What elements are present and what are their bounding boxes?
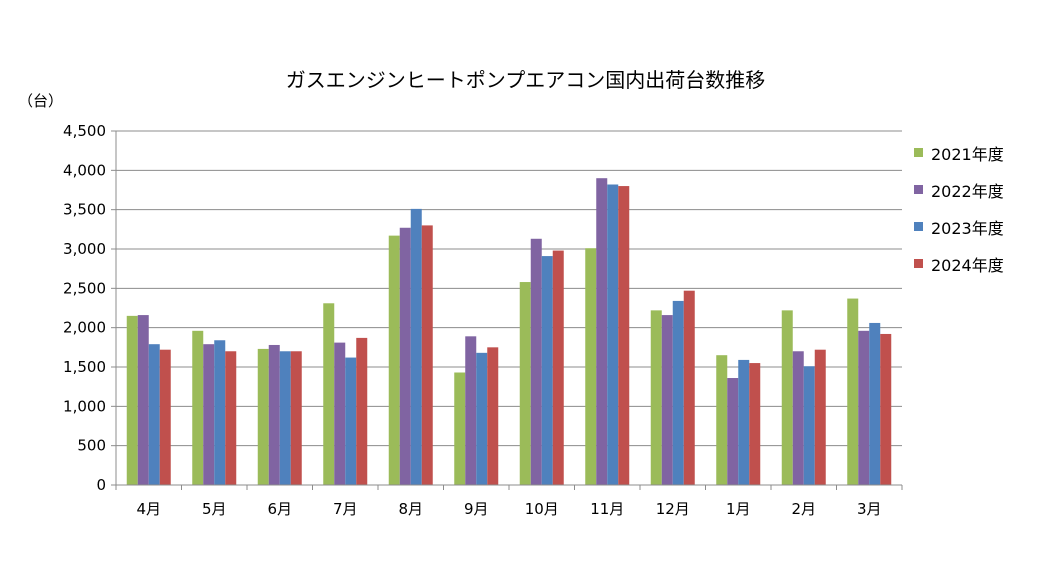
x-tick-label: 12月 bbox=[656, 500, 690, 518]
y-tick-label: 0 bbox=[96, 476, 106, 494]
bar bbox=[618, 186, 630, 486]
bar bbox=[410, 208, 422, 485]
legend-swatch bbox=[914, 148, 923, 157]
chart-title: ガスエンジンヒートポンプエアコン国内出荷台数推移 bbox=[285, 68, 766, 92]
bar bbox=[858, 330, 870, 485]
bar bbox=[814, 349, 826, 485]
bar bbox=[476, 352, 488, 485]
bar bbox=[465, 336, 477, 485]
bar bbox=[192, 330, 204, 485]
x-tick-label: 6月 bbox=[267, 500, 292, 518]
bar bbox=[650, 310, 662, 485]
x-tick-label: 5月 bbox=[202, 500, 227, 518]
legend-item: 2022年度 bbox=[914, 171, 1004, 208]
bar bbox=[727, 378, 739, 485]
y-tick-label: 1,500 bbox=[63, 358, 106, 376]
bar bbox=[148, 344, 160, 485]
bar bbox=[672, 300, 684, 485]
bar bbox=[585, 248, 597, 485]
bar bbox=[803, 366, 815, 485]
bar bbox=[421, 225, 433, 485]
legend-swatch bbox=[914, 185, 923, 194]
bar bbox=[607, 184, 619, 485]
chart-legend: 2021年度 2022年度 2023年度 2024年度 bbox=[914, 134, 1004, 282]
bar bbox=[792, 351, 804, 485]
bar bbox=[738, 359, 750, 485]
bar bbox=[487, 347, 499, 485]
bar bbox=[781, 310, 793, 485]
bar bbox=[552, 250, 564, 485]
legend-item: 2024年度 bbox=[914, 245, 1004, 282]
x-tick-label: 7月 bbox=[333, 500, 358, 518]
bar bbox=[399, 227, 411, 485]
x-tick-label: 4月 bbox=[136, 500, 161, 518]
y-tick-label: 2,500 bbox=[63, 279, 106, 297]
bar bbox=[880, 333, 892, 485]
legend-item: 2021年度 bbox=[914, 134, 1004, 171]
legend-label: 2022年度 bbox=[931, 181, 1004, 201]
y-tick-label: 3,000 bbox=[63, 240, 106, 258]
y-axis-unit-label: （台） bbox=[18, 92, 64, 110]
bar bbox=[454, 372, 466, 485]
bar bbox=[257, 348, 269, 485]
bar bbox=[225, 351, 237, 485]
bar bbox=[388, 235, 400, 485]
bar bbox=[137, 315, 149, 485]
bar bbox=[279, 351, 291, 485]
bar bbox=[519, 282, 531, 485]
bar bbox=[323, 303, 335, 485]
legend-label: 2024年度 bbox=[931, 255, 1004, 275]
legend-item: 2023年度 bbox=[914, 208, 1004, 245]
legend-label: 2021年度 bbox=[931, 144, 1004, 164]
bar bbox=[203, 344, 215, 485]
x-tick-label: 10月 bbox=[525, 500, 559, 518]
y-tick-label: 3,500 bbox=[63, 201, 106, 219]
bar bbox=[541, 256, 553, 485]
legend-label: 2023年度 bbox=[931, 218, 1004, 238]
bar bbox=[268, 344, 280, 485]
bar bbox=[683, 290, 695, 485]
y-tick-label: 1,000 bbox=[63, 397, 106, 415]
bar bbox=[345, 357, 357, 485]
bar bbox=[290, 351, 302, 485]
x-tick-label: 11月 bbox=[590, 500, 624, 518]
y-tick-label: 2,000 bbox=[63, 319, 106, 337]
y-tick-label: 4,000 bbox=[63, 161, 106, 179]
bar bbox=[126, 315, 138, 485]
legend-swatch bbox=[914, 259, 923, 268]
x-tick-label: 3月 bbox=[857, 500, 882, 518]
bar bbox=[661, 315, 673, 485]
bar bbox=[214, 340, 226, 485]
x-tick-label: 2月 bbox=[791, 500, 816, 518]
bar bbox=[716, 355, 728, 485]
legend-swatch bbox=[914, 222, 923, 231]
x-tick-label: 9月 bbox=[464, 500, 489, 518]
x-tick-label: 1月 bbox=[726, 500, 751, 518]
bar bbox=[869, 322, 881, 485]
bar bbox=[749, 363, 761, 485]
x-tick-label: 8月 bbox=[398, 500, 423, 518]
y-tick-label: 500 bbox=[77, 437, 106, 455]
bar bbox=[159, 349, 171, 485]
bar bbox=[334, 342, 346, 485]
bar bbox=[356, 337, 368, 485]
bar bbox=[596, 178, 608, 485]
bar bbox=[847, 298, 859, 485]
bar bbox=[530, 238, 542, 485]
y-tick-label: 4,500 bbox=[63, 122, 106, 140]
